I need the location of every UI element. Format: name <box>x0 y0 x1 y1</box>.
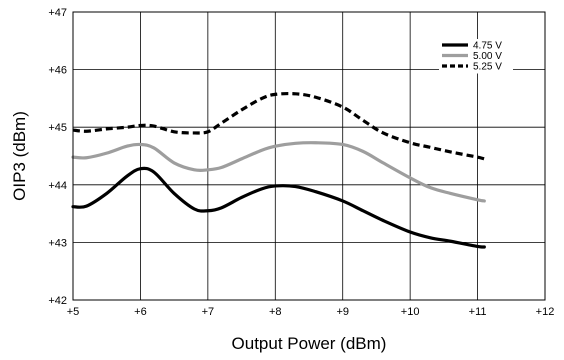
legend: 4.75 V5.00 V5.25 V <box>439 39 513 74</box>
legend-label: 5.00 V <box>473 51 502 62</box>
series-line <box>71 141 486 203</box>
plot-frame <box>72 11 546 301</box>
y-tick-label: +44 <box>48 180 67 192</box>
tick-labels: +5 +6 +7 +8 +9 +10 +11 +12 +42 +43 +44 +45 +46 +47 <box>48 7 554 318</box>
x-tick-label: +6 <box>134 306 147 318</box>
y-axis-title: OIP3 (dBm) <box>10 111 29 201</box>
series-lines <box>71 91 486 249</box>
series-line <box>71 166 486 249</box>
legend-label: 5.25 V <box>473 62 502 73</box>
legend-label: 4.75 V <box>473 41 502 52</box>
x-tick-label: +9 <box>336 306 349 318</box>
x-tick-label: +11 <box>469 306 487 318</box>
y-tick-label: +43 <box>48 237 67 249</box>
y-tick-label: +47 <box>48 7 67 19</box>
x-tick-label: +5 <box>67 306 80 318</box>
x-tick-label: +7 <box>202 306 215 318</box>
y-tick-label: +45 <box>48 122 67 134</box>
x-tick-label: +12 <box>536 306 555 318</box>
series-line <box>72 91 485 161</box>
x-tick-label: +8 <box>269 306 282 318</box>
x-tick-label: +10 <box>401 306 420 318</box>
x-axis-title: Output Power (dBm) <box>232 334 387 353</box>
y-tick-label: +42 <box>48 295 67 307</box>
y-tick-label: +46 <box>48 65 67 77</box>
